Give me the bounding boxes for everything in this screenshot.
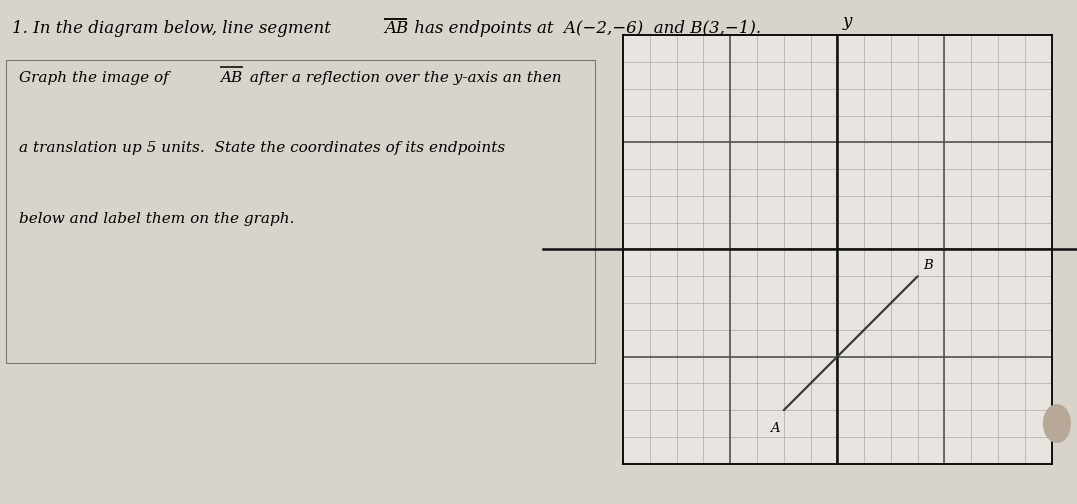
Text: y: y — [842, 14, 852, 30]
Text: after a reflection over the y-axis an then: after a reflection over the y-axis an th… — [244, 71, 561, 85]
FancyBboxPatch shape — [6, 60, 595, 363]
Text: AB: AB — [383, 20, 408, 37]
Text: Graph the image of: Graph the image of — [18, 71, 173, 85]
Text: 1. In the diagram below, line segment: 1. In the diagram below, line segment — [13, 20, 336, 37]
Text: has endpoints at  A(−2,−6)  and B(3,−1).: has endpoints at A(−2,−6) and B(3,−1). — [409, 20, 760, 37]
Text: a translation up 5 units.  State the coordinates of its endpoints: a translation up 5 units. State the coor… — [18, 141, 505, 155]
Text: A: A — [770, 422, 780, 435]
Text: B: B — [923, 259, 933, 272]
Ellipse shape — [1044, 405, 1071, 443]
Text: below and label them on the graph.: below and label them on the graph. — [18, 212, 294, 226]
Text: AB: AB — [220, 71, 242, 85]
